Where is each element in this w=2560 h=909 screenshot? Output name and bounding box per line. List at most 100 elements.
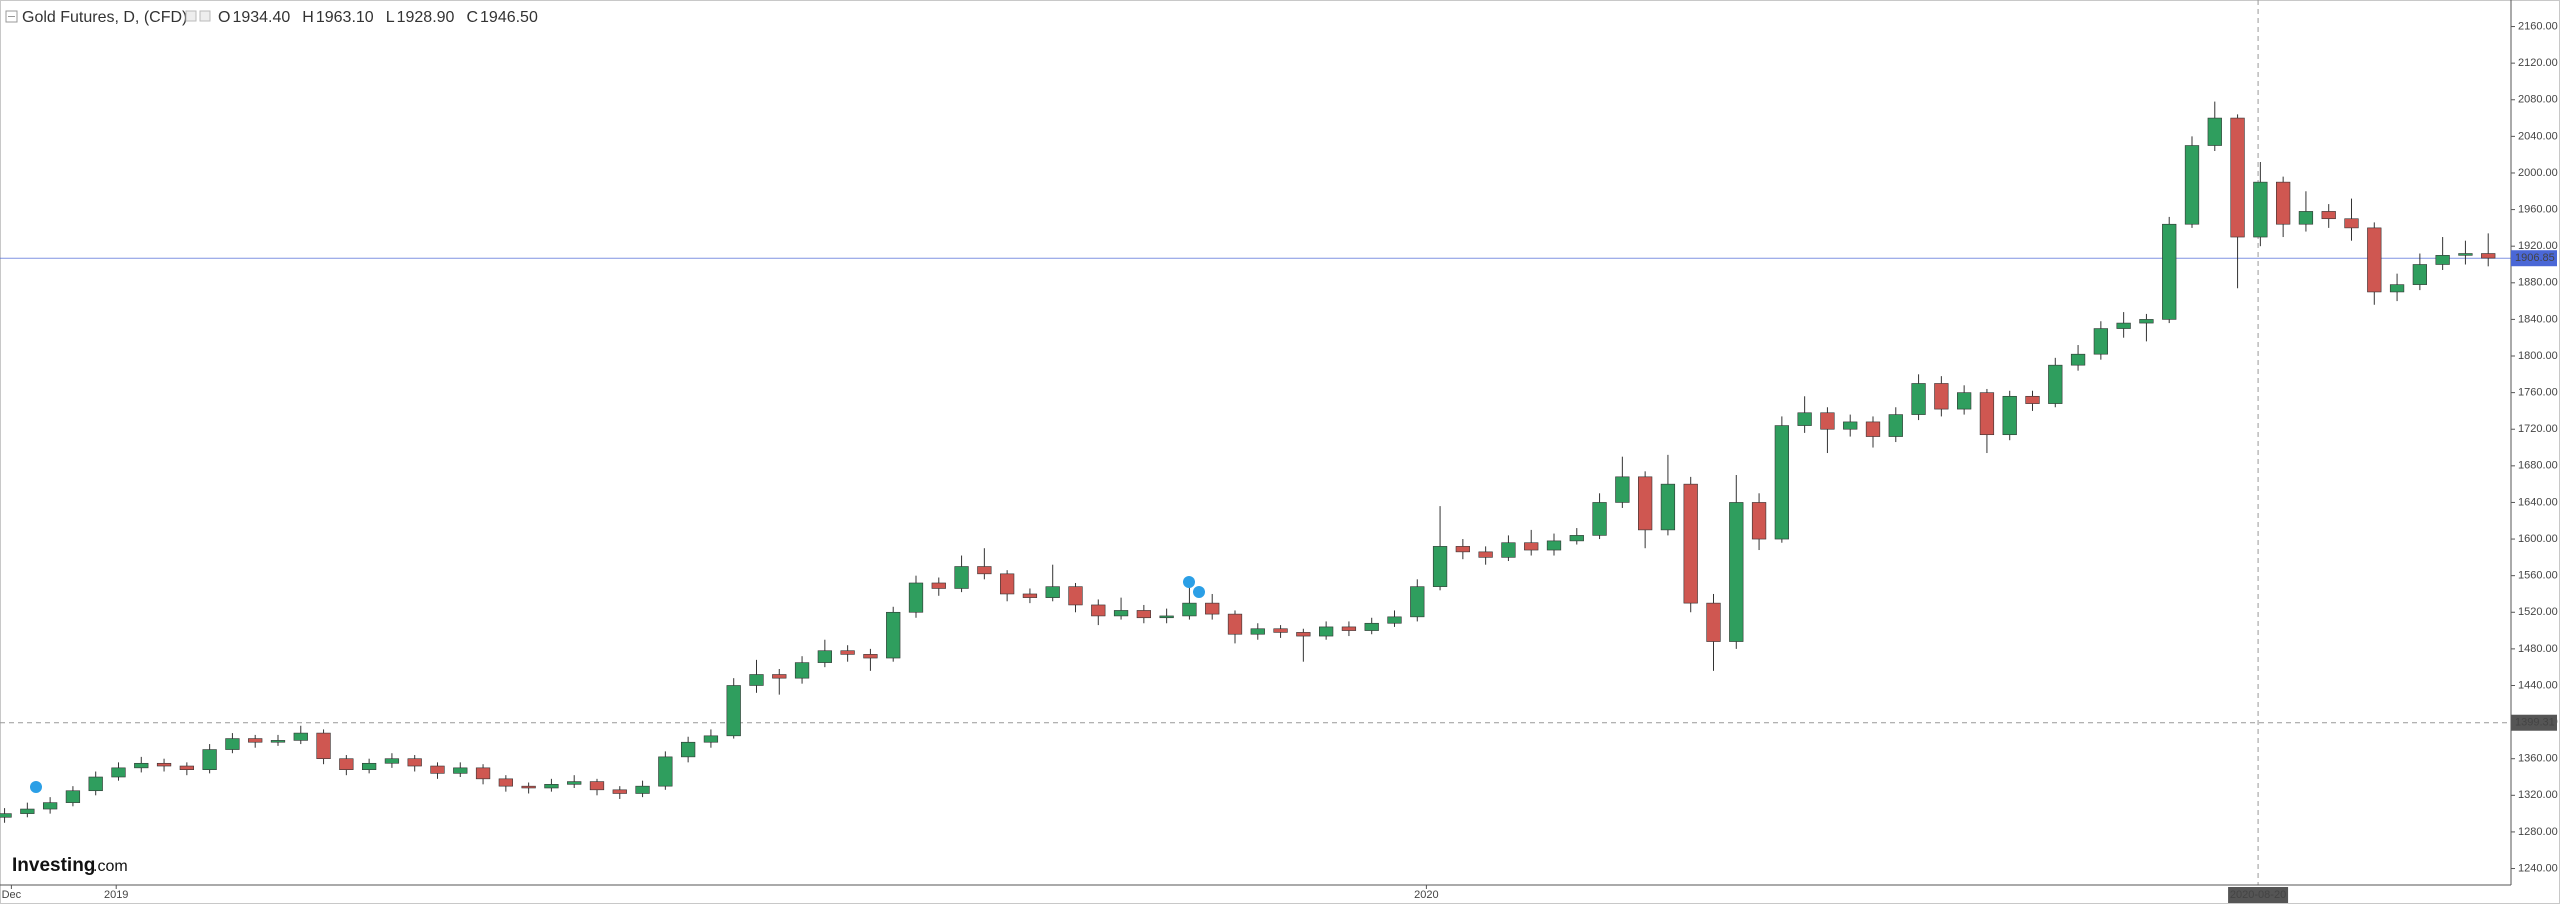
candle-body <box>635 785 650 794</box>
candle-body <box>2093 328 2108 355</box>
candle-body <box>1387 616 1402 624</box>
candle-body <box>931 582 946 589</box>
candle-body <box>794 662 810 679</box>
candle-body <box>1843 421 1858 430</box>
candle-body <box>612 789 627 794</box>
candle-body <box>954 566 969 589</box>
y-tick-label: 1720.00 <box>2518 423 2558 435</box>
plot-area <box>0 0 2511 885</box>
y-tick-label: 1320.00 <box>2518 789 2558 801</box>
chart-title: Gold Futures, D, (CFD) <box>22 9 187 26</box>
candle-body <box>1524 542 1539 551</box>
candle-body <box>202 749 217 770</box>
candle-body <box>1957 392 1972 410</box>
candle-body <box>111 767 126 778</box>
candle-body <box>863 654 878 659</box>
candle-body <box>1751 502 1767 540</box>
candle-body <box>1410 586 1425 618</box>
y-tick-label: 2120.00 <box>2518 57 2558 69</box>
y-tick-label: 1920.00 <box>2518 240 2558 252</box>
candle-body <box>908 582 924 613</box>
candle-body <box>1729 502 1744 642</box>
event-marker[interactable] <box>30 781 42 793</box>
candle-body <box>2116 322 2131 329</box>
settings-icon[interactable] <box>185 10 197 22</box>
candle-body <box>1136 610 1151 619</box>
candle-body <box>817 650 832 663</box>
candle-body <box>1820 412 1835 430</box>
close-icon[interactable] <box>199 10 211 22</box>
candle-body <box>2344 218 2359 229</box>
candle-body <box>1159 615 1174 619</box>
y-tick-label: 1840.00 <box>2518 313 2558 325</box>
candle-body <box>703 735 719 743</box>
candle-body <box>0 813 12 818</box>
event-marker[interactable] <box>1183 576 1195 588</box>
y-tick-label: 1960.00 <box>2518 203 2558 215</box>
candle-body <box>2139 319 2154 324</box>
collapse-icon[interactable] <box>5 10 18 23</box>
candle-body <box>270 740 286 743</box>
x-tick-label: Dec <box>2 889 22 901</box>
candle-body <box>1569 535 1584 542</box>
candle-body <box>840 650 855 655</box>
y-tick-label: 1280.00 <box>2518 826 2558 838</box>
candle-body <box>1706 602 1721 642</box>
candle-body <box>2435 255 2450 265</box>
candle-body <box>1022 593 1038 598</box>
candle-body <box>1068 586 1083 606</box>
candle-body <box>726 685 741 737</box>
candle-body <box>1273 628 1288 633</box>
candle-body <box>1205 602 1220 615</box>
candle-body <box>1546 540 1562 551</box>
candle-body <box>2298 211 2314 225</box>
candle-body <box>225 738 240 750</box>
crosshair-y-label: 1399.31 <box>2515 717 2555 729</box>
candle-body <box>156 762 172 767</box>
brand-suffix: .com <box>93 858 128 875</box>
candle-body <box>2481 253 2496 259</box>
event-marker[interactable] <box>1193 586 1205 598</box>
candle-body <box>1455 546 1470 553</box>
candle-body <box>1182 602 1197 617</box>
candle-body <box>1319 626 1334 637</box>
candle-body <box>999 573 1015 595</box>
y-tick-label: 1520.00 <box>2518 606 2558 618</box>
readout-value: 1946.50 <box>480 9 538 26</box>
y-tick-label: 1240.00 <box>2518 862 2558 874</box>
candle-body <box>2253 181 2268 238</box>
candle-body <box>1113 610 1129 617</box>
y-tick-label: 1560.00 <box>2518 570 2558 582</box>
candle-body <box>1979 392 1995 436</box>
candle-body <box>65 790 81 803</box>
candle-body <box>1660 483 1676 531</box>
candle-body <box>772 674 787 679</box>
candle-body <box>2321 211 2336 220</box>
candle-body <box>339 758 354 770</box>
candle-body <box>134 762 149 769</box>
readout-key: L <box>386 9 395 26</box>
y-tick-label: 1600.00 <box>2518 533 2558 545</box>
readout-key: O <box>218 9 230 26</box>
candle-body <box>2458 253 2473 256</box>
candle-body <box>407 758 422 767</box>
candle-body <box>2207 117 2222 146</box>
x-tick-label: 2020 <box>1414 889 1438 901</box>
crosshair-x-label: 2020-08-20 <box>2230 889 2286 901</box>
candle-body <box>1865 421 1881 437</box>
crosshair-y-tag <box>2511 714 2557 731</box>
candle-body <box>384 758 400 764</box>
candle-body <box>2025 395 2040 404</box>
y-tick-label: 1680.00 <box>2518 460 2558 472</box>
candle-body <box>1615 476 1630 503</box>
candle-body <box>430 765 445 774</box>
candle-body <box>361 762 377 770</box>
candle-body <box>498 778 513 787</box>
candle-body <box>88 776 103 792</box>
candle-body <box>2389 284 2405 293</box>
y-tick-label: 1440.00 <box>2518 679 2558 691</box>
candle-body <box>749 674 764 686</box>
y-tick-label: 1800.00 <box>2518 350 2558 362</box>
candle-body <box>2367 227 2382 293</box>
